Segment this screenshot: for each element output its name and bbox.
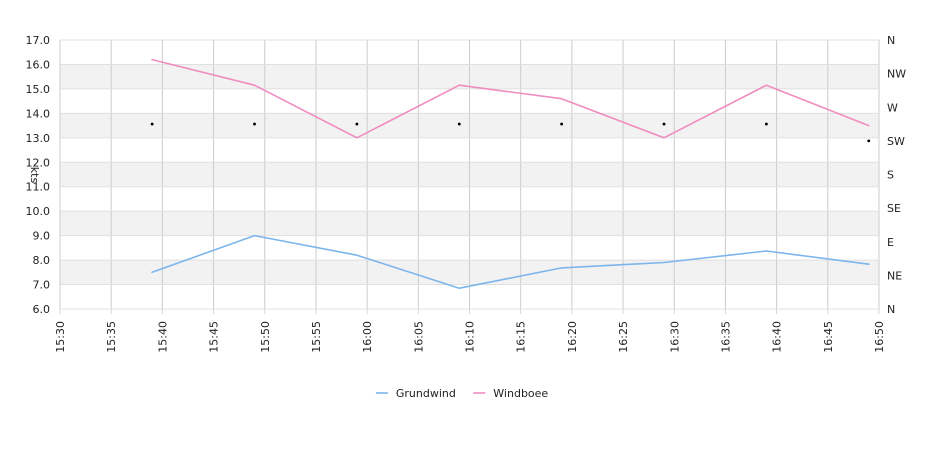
y-tick-label: 14.0 [26,107,51,120]
x-tick-label: 16:35 [719,321,732,353]
x-tick-label: 15:30 [54,321,67,353]
y-tick-label: 15.0 [26,83,51,96]
x-tick-label: 15:40 [156,321,169,353]
y-tick-label: 11.0 [26,181,51,194]
direction-tick-label: N [887,303,895,316]
y-tick-label: 12.0 [26,156,51,169]
series-line-grundwind [151,234,870,290]
y-tick-label: 17.0 [26,34,51,47]
x-tick-label: 16:10 [464,321,477,353]
direction-tick-label: E [887,236,894,249]
direction-marker [764,122,768,126]
y-axis-right: N NE E SE S SW W NW N [887,34,906,316]
y-tick-label: 8.0 [33,254,51,267]
x-tick-label: 16:40 [771,321,784,353]
vertical-gridlines [59,40,880,309]
direction-marker [560,122,564,126]
y-tick-label: 13.0 [26,132,51,145]
direction-marker [457,122,461,126]
x-tick-label: 15:45 [208,321,221,353]
y-axis-title: kts [28,167,41,184]
direction-tick-label: NE [887,269,902,282]
direction-marker [253,122,256,126]
x-tick-label: 16:05 [412,321,425,353]
x-tick-label: 15:35 [105,321,118,353]
y-tick-label: 16.0 [26,58,51,71]
direction-tick-label: NW [887,68,906,81]
series-line-windboee [151,58,870,139]
x-tick-label: 16:15 [515,321,528,353]
direction-marker [662,122,666,126]
direction-marker [867,139,871,143]
direction-tick-label: SW [887,135,905,148]
direction-markers [150,122,871,143]
direction-marker [150,122,154,126]
y-tick-label: 6.0 [33,303,51,316]
legend-item-grundwind[interactable]: Grundwind [375,387,456,400]
legend: Grundwind Windboee [375,387,548,400]
x-tick-label: 15:55 [310,321,323,353]
direction-tick-label: W [887,101,898,114]
x-tick-label: 16:00 [361,321,374,353]
legend-item-windboee[interactable]: Windboee [473,387,548,400]
legend-label: Grundwind [396,387,456,400]
y-tick-label: 10.0 [26,205,51,218]
legend-label: Windboee [493,387,548,400]
x-tick-label: 16:20 [566,321,579,353]
x-tick-label: 16:30 [668,321,681,353]
x-tick-label: 16:45 [822,321,835,353]
x-tick-label: 16:50 [873,321,886,353]
x-tick-label: 16:25 [617,321,630,353]
y-tick-label: 9.0 [33,230,51,243]
y-tick-label: 7.0 [33,279,51,292]
direction-tick-label: S [887,169,894,182]
y-axis-left: 6.0 7.0 8.0 9.0 10.0 11.0 12.0 13.0 14.0 15.0 16.0… [26,34,51,316]
x-axis: 15:30 15:35 15:40 15:45 15:50 15:55 16:00 16:05… [54,309,886,353]
series-lines [151,58,870,290]
direction-marker [355,122,359,126]
direction-tick-label: N [887,34,895,47]
x-tick-label: 15:50 [259,321,272,353]
direction-tick-label: SE [887,202,901,215]
